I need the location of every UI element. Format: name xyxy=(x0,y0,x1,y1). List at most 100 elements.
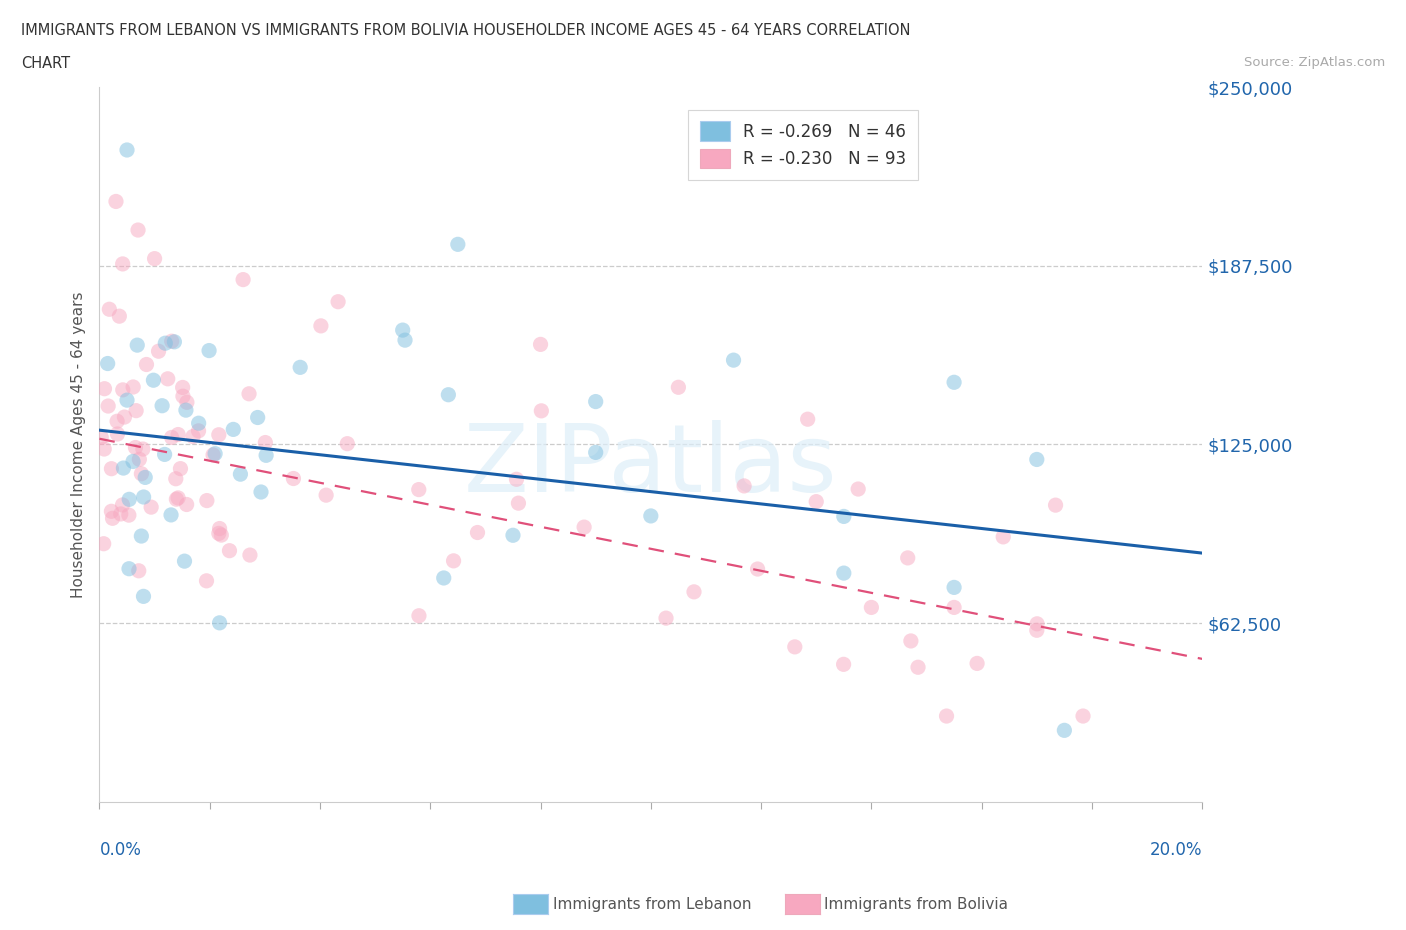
Point xyxy=(118,508,141,523)
Point xyxy=(110,507,132,522)
Point xyxy=(966,656,988,671)
Text: IMMIGRANTS FROM LEBANON VS IMMIGRANTS FROM BOLIVIA HOUSEHOLDER INCOME AGES 45 - : IMMIGRANTS FROM LEBANON VS IMMIGRANTS FR… xyxy=(21,23,911,38)
Point xyxy=(832,657,855,671)
Point xyxy=(239,548,262,563)
Point xyxy=(122,454,145,469)
Point xyxy=(900,633,922,648)
Point xyxy=(122,379,145,394)
Point xyxy=(408,482,430,497)
Point xyxy=(326,294,349,309)
Point xyxy=(935,709,957,724)
Point xyxy=(128,564,150,578)
Point xyxy=(222,422,245,437)
Text: CHART: CHART xyxy=(21,56,70,71)
Point xyxy=(283,472,305,486)
Point xyxy=(796,412,818,427)
Point xyxy=(172,380,194,395)
Point xyxy=(391,323,413,338)
Point xyxy=(508,496,530,511)
Point xyxy=(232,272,254,287)
Point xyxy=(93,381,115,396)
Point xyxy=(640,509,662,524)
Point xyxy=(502,528,524,543)
Point xyxy=(125,404,148,418)
Point xyxy=(160,430,183,445)
Point xyxy=(156,371,179,386)
Point xyxy=(846,482,869,497)
Point xyxy=(943,375,966,390)
Point xyxy=(202,447,225,462)
Point xyxy=(315,487,337,502)
Text: 0.0%: 0.0% xyxy=(100,841,142,859)
Point xyxy=(131,466,153,481)
Point xyxy=(93,537,115,551)
Point xyxy=(1053,723,1076,737)
Point xyxy=(747,562,769,577)
Point xyxy=(100,461,122,476)
Point xyxy=(153,447,176,462)
Point xyxy=(238,386,260,401)
Point xyxy=(167,490,190,505)
Point xyxy=(181,429,204,444)
Point xyxy=(1071,709,1094,724)
Point xyxy=(165,472,187,486)
Point xyxy=(112,460,135,475)
Point xyxy=(447,237,470,252)
Point xyxy=(174,403,197,418)
Point xyxy=(209,527,232,542)
Point xyxy=(118,562,141,577)
Point xyxy=(97,356,120,371)
Text: ZIPatlas: ZIPatlas xyxy=(464,420,838,512)
Point xyxy=(142,373,165,388)
Point xyxy=(105,414,128,429)
Point xyxy=(443,553,465,568)
Point xyxy=(897,551,920,565)
Point xyxy=(467,525,489,540)
Point xyxy=(572,520,595,535)
Point xyxy=(208,427,231,442)
Point xyxy=(530,404,553,418)
Point xyxy=(229,467,252,482)
Point xyxy=(167,427,190,442)
Point xyxy=(218,543,240,558)
Point xyxy=(860,600,883,615)
Text: 20.0%: 20.0% xyxy=(1150,841,1202,859)
Point xyxy=(907,659,929,674)
Point xyxy=(783,640,806,655)
Point xyxy=(246,410,269,425)
Point xyxy=(132,589,155,604)
Point xyxy=(943,580,966,595)
Point xyxy=(943,600,966,615)
Point xyxy=(98,302,121,317)
Point xyxy=(131,528,153,543)
Point xyxy=(655,611,678,626)
Point xyxy=(111,257,134,272)
Point xyxy=(437,387,460,402)
Point xyxy=(1026,617,1049,631)
Point xyxy=(529,337,551,352)
Point xyxy=(93,442,115,457)
Point xyxy=(176,497,198,512)
Point xyxy=(163,335,186,350)
Point xyxy=(90,430,112,445)
Point xyxy=(309,318,332,333)
Point xyxy=(108,309,131,324)
Point xyxy=(254,448,277,463)
Point xyxy=(1025,452,1047,467)
Legend: R = -0.269   N = 46, R = -0.230   N = 93: R = -0.269 N = 46, R = -0.230 N = 93 xyxy=(689,110,918,179)
Point xyxy=(160,508,183,523)
Point xyxy=(97,399,120,414)
Point xyxy=(733,478,755,493)
Point xyxy=(101,511,124,525)
Point xyxy=(114,409,136,424)
Point xyxy=(208,521,231,536)
Text: Immigrants from Bolivia: Immigrants from Bolivia xyxy=(824,897,1008,912)
Point xyxy=(250,485,273,499)
Point xyxy=(198,343,221,358)
Point xyxy=(585,394,607,409)
Point xyxy=(187,416,209,431)
Point xyxy=(165,492,187,507)
Point xyxy=(124,440,146,455)
Point xyxy=(585,445,607,459)
Point xyxy=(806,494,828,509)
